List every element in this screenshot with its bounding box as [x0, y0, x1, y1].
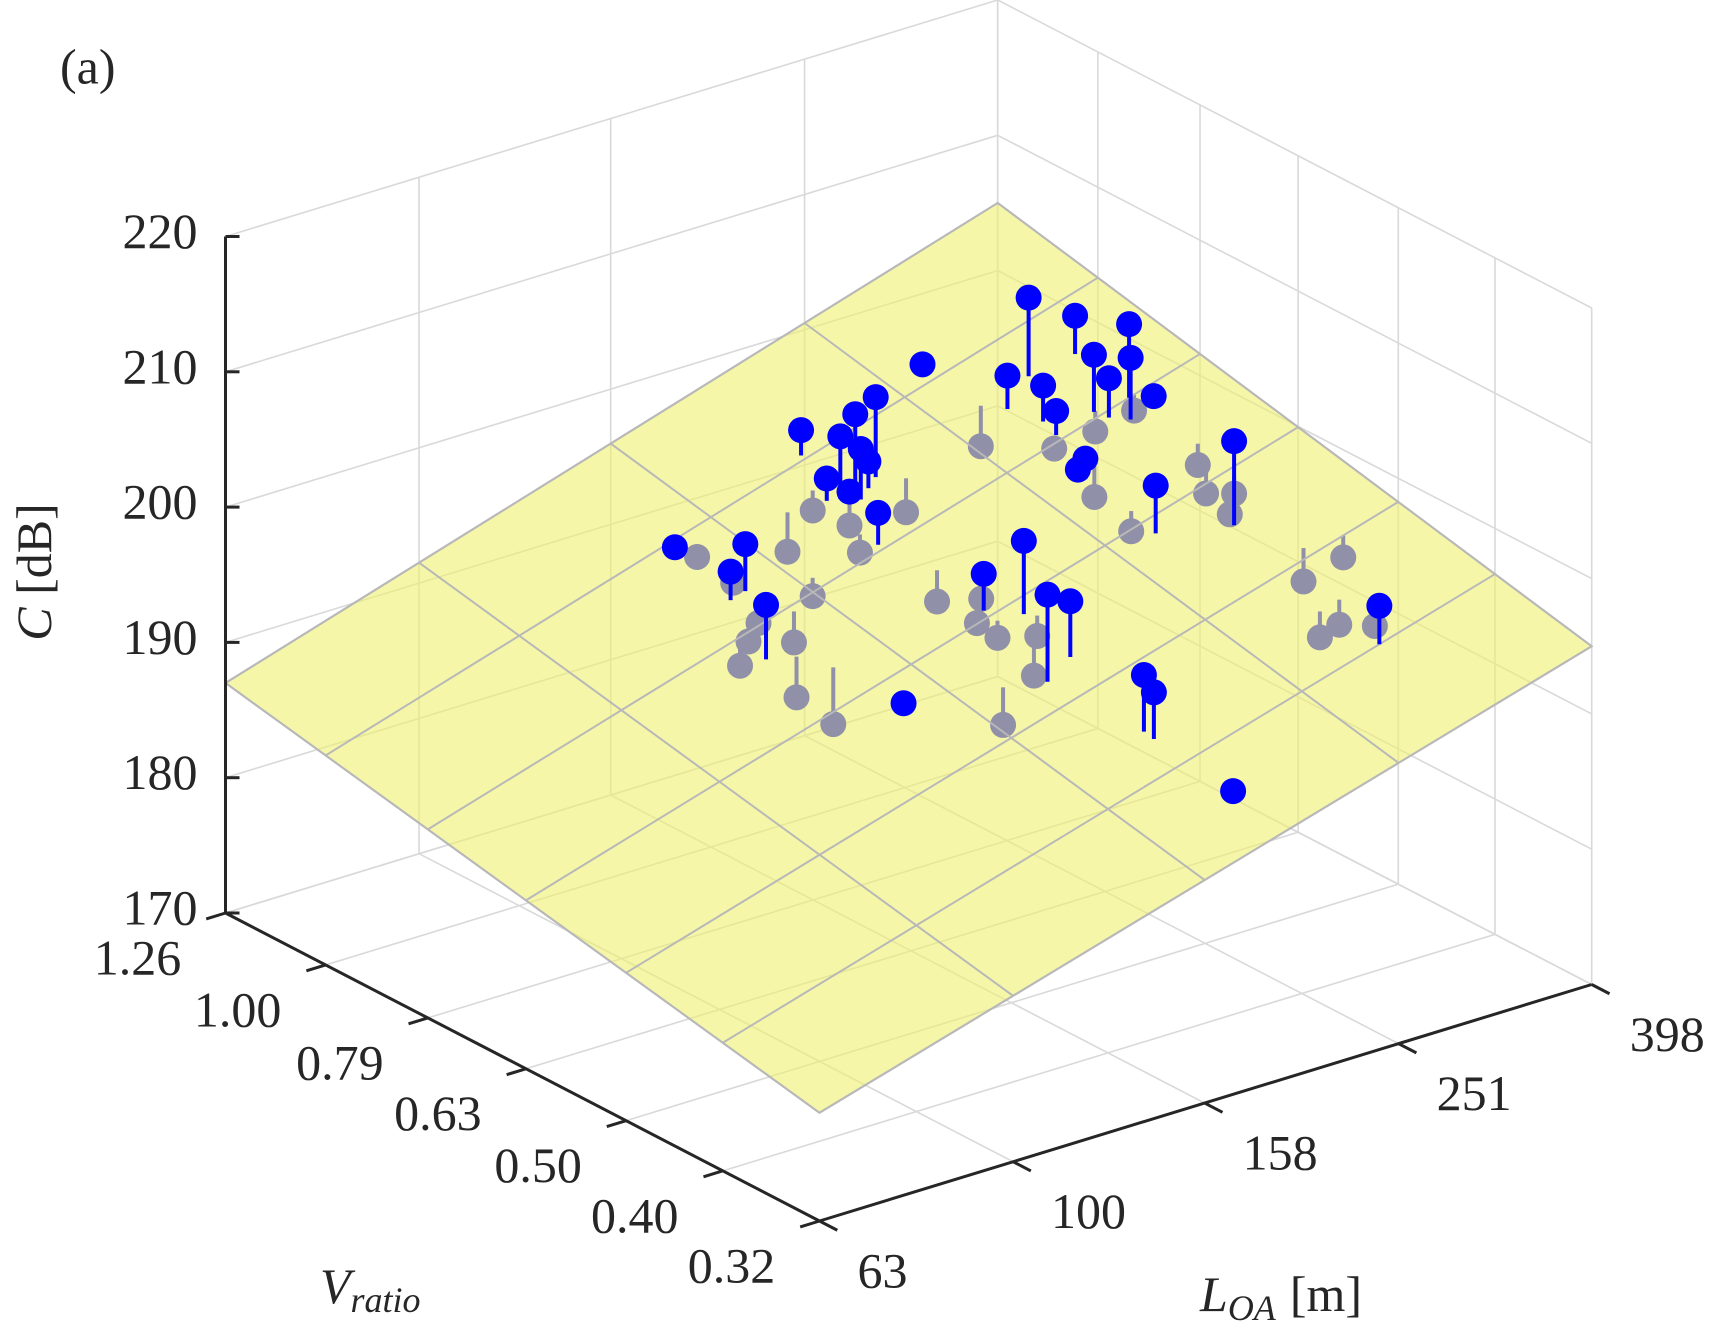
marker	[753, 591, 780, 618]
y-tick-label: 0.79	[296, 1034, 384, 1090]
y-label-subscript: ratio	[351, 1280, 421, 1320]
z-tick-label: 200	[123, 474, 198, 530]
y-tick-label: 1.26	[94, 929, 182, 985]
marker	[661, 534, 688, 561]
z-tick-label: 190	[123, 609, 198, 665]
marker	[1010, 527, 1037, 554]
z-tick-label: 170	[123, 879, 198, 935]
z-label-symbol: C	[6, 607, 62, 641]
marker	[836, 478, 863, 505]
surface-mesh	[325, 276, 1099, 757]
marker	[813, 465, 840, 492]
marker	[909, 351, 936, 378]
marker	[1015, 284, 1042, 311]
marker	[1064, 456, 1091, 483]
marker	[827, 423, 854, 450]
x-tick	[1591, 983, 1611, 996]
surface-mesh	[610, 442, 1206, 881]
marker	[1221, 428, 1248, 455]
marker	[732, 531, 759, 558]
fit-surface	[223, 201, 1594, 1114]
surface-mesh	[818, 645, 1593, 1114]
marker	[1220, 778, 1247, 805]
y-tick	[703, 1169, 724, 1179]
surface-mesh	[418, 561, 1014, 997]
marker	[842, 401, 869, 428]
y-label-symbol: V	[320, 1258, 356, 1314]
surface-mesh	[997, 202, 1593, 648]
surface-mesh	[625, 501, 1399, 974]
surface-mesh	[525, 426, 1299, 902]
x-axis-label: LOA [m]	[1199, 1266, 1362, 1328]
z-tick-label: 210	[123, 338, 198, 394]
marker	[1030, 372, 1057, 399]
y-tick-label: 0.63	[394, 1085, 482, 1141]
x-tick	[1397, 1042, 1418, 1055]
surface-mesh	[722, 573, 1496, 1044]
marker	[890, 690, 917, 717]
marker	[865, 499, 892, 526]
marker	[1116, 311, 1143, 338]
y-axis-label: Vratio	[320, 1258, 421, 1320]
grid-line	[997, 0, 1593, 309]
x-label-subscript: OA	[1228, 1288, 1277, 1328]
y-tick-label: 0.50	[494, 1137, 582, 1193]
surface-mesh	[224, 682, 821, 1114]
panel-label: (a)	[60, 38, 116, 94]
y-tick	[606, 1119, 627, 1129]
marker	[1034, 581, 1061, 608]
marker	[855, 448, 882, 475]
marker	[1366, 592, 1393, 619]
y-tick	[506, 1067, 527, 1077]
y-tick	[205, 911, 226, 921]
marker	[1095, 365, 1122, 392]
grid-line	[225, 0, 998, 238]
surface-mesh	[803, 322, 1400, 764]
marker	[717, 558, 744, 585]
marker	[994, 362, 1021, 389]
surface-mesh	[224, 202, 999, 684]
x-tick	[1012, 1160, 1032, 1173]
grid-line	[997, 134, 1593, 445]
x-tick-label: 251	[1437, 1065, 1512, 1121]
grid-line	[625, 883, 1399, 1122]
x-tick-label: 398	[1630, 1006, 1705, 1062]
z-tick-label: 180	[123, 744, 198, 800]
marker	[1062, 302, 1089, 329]
x-tick-label: 100	[1051, 1183, 1126, 1239]
z-tick-label: 220	[123, 203, 198, 259]
marker	[1057, 588, 1084, 615]
grid-line	[225, 134, 998, 373]
y-tick	[305, 963, 327, 973]
marker	[1080, 341, 1107, 368]
z-label-unit: [dB]	[6, 503, 62, 595]
surface-mesh	[427, 353, 1201, 831]
marker	[970, 560, 997, 587]
x-tick-label: 63	[858, 1242, 908, 1298]
y-tick-label: 0.40	[591, 1187, 679, 1243]
y-tick	[799, 1219, 820, 1229]
x-tick	[818, 1219, 839, 1232]
marker	[1140, 383, 1167, 410]
grid-line	[722, 933, 1496, 1172]
y-tick-label: 1.00	[194, 981, 282, 1037]
marker	[788, 417, 815, 444]
marker	[862, 384, 889, 411]
marker	[1117, 344, 1144, 371]
y-tick-label: 0.32	[688, 1237, 776, 1293]
x-label-symbol: L	[1199, 1266, 1228, 1322]
marker	[1043, 398, 1070, 425]
y-tick	[408, 1016, 429, 1026]
x-label-unit: [m]	[1290, 1266, 1362, 1322]
z-axis-label: C [dB]	[6, 503, 62, 641]
marker	[1142, 472, 1169, 499]
marker	[1140, 679, 1167, 706]
x-tick-label: 158	[1243, 1125, 1318, 1181]
x-tick	[1203, 1101, 1224, 1114]
